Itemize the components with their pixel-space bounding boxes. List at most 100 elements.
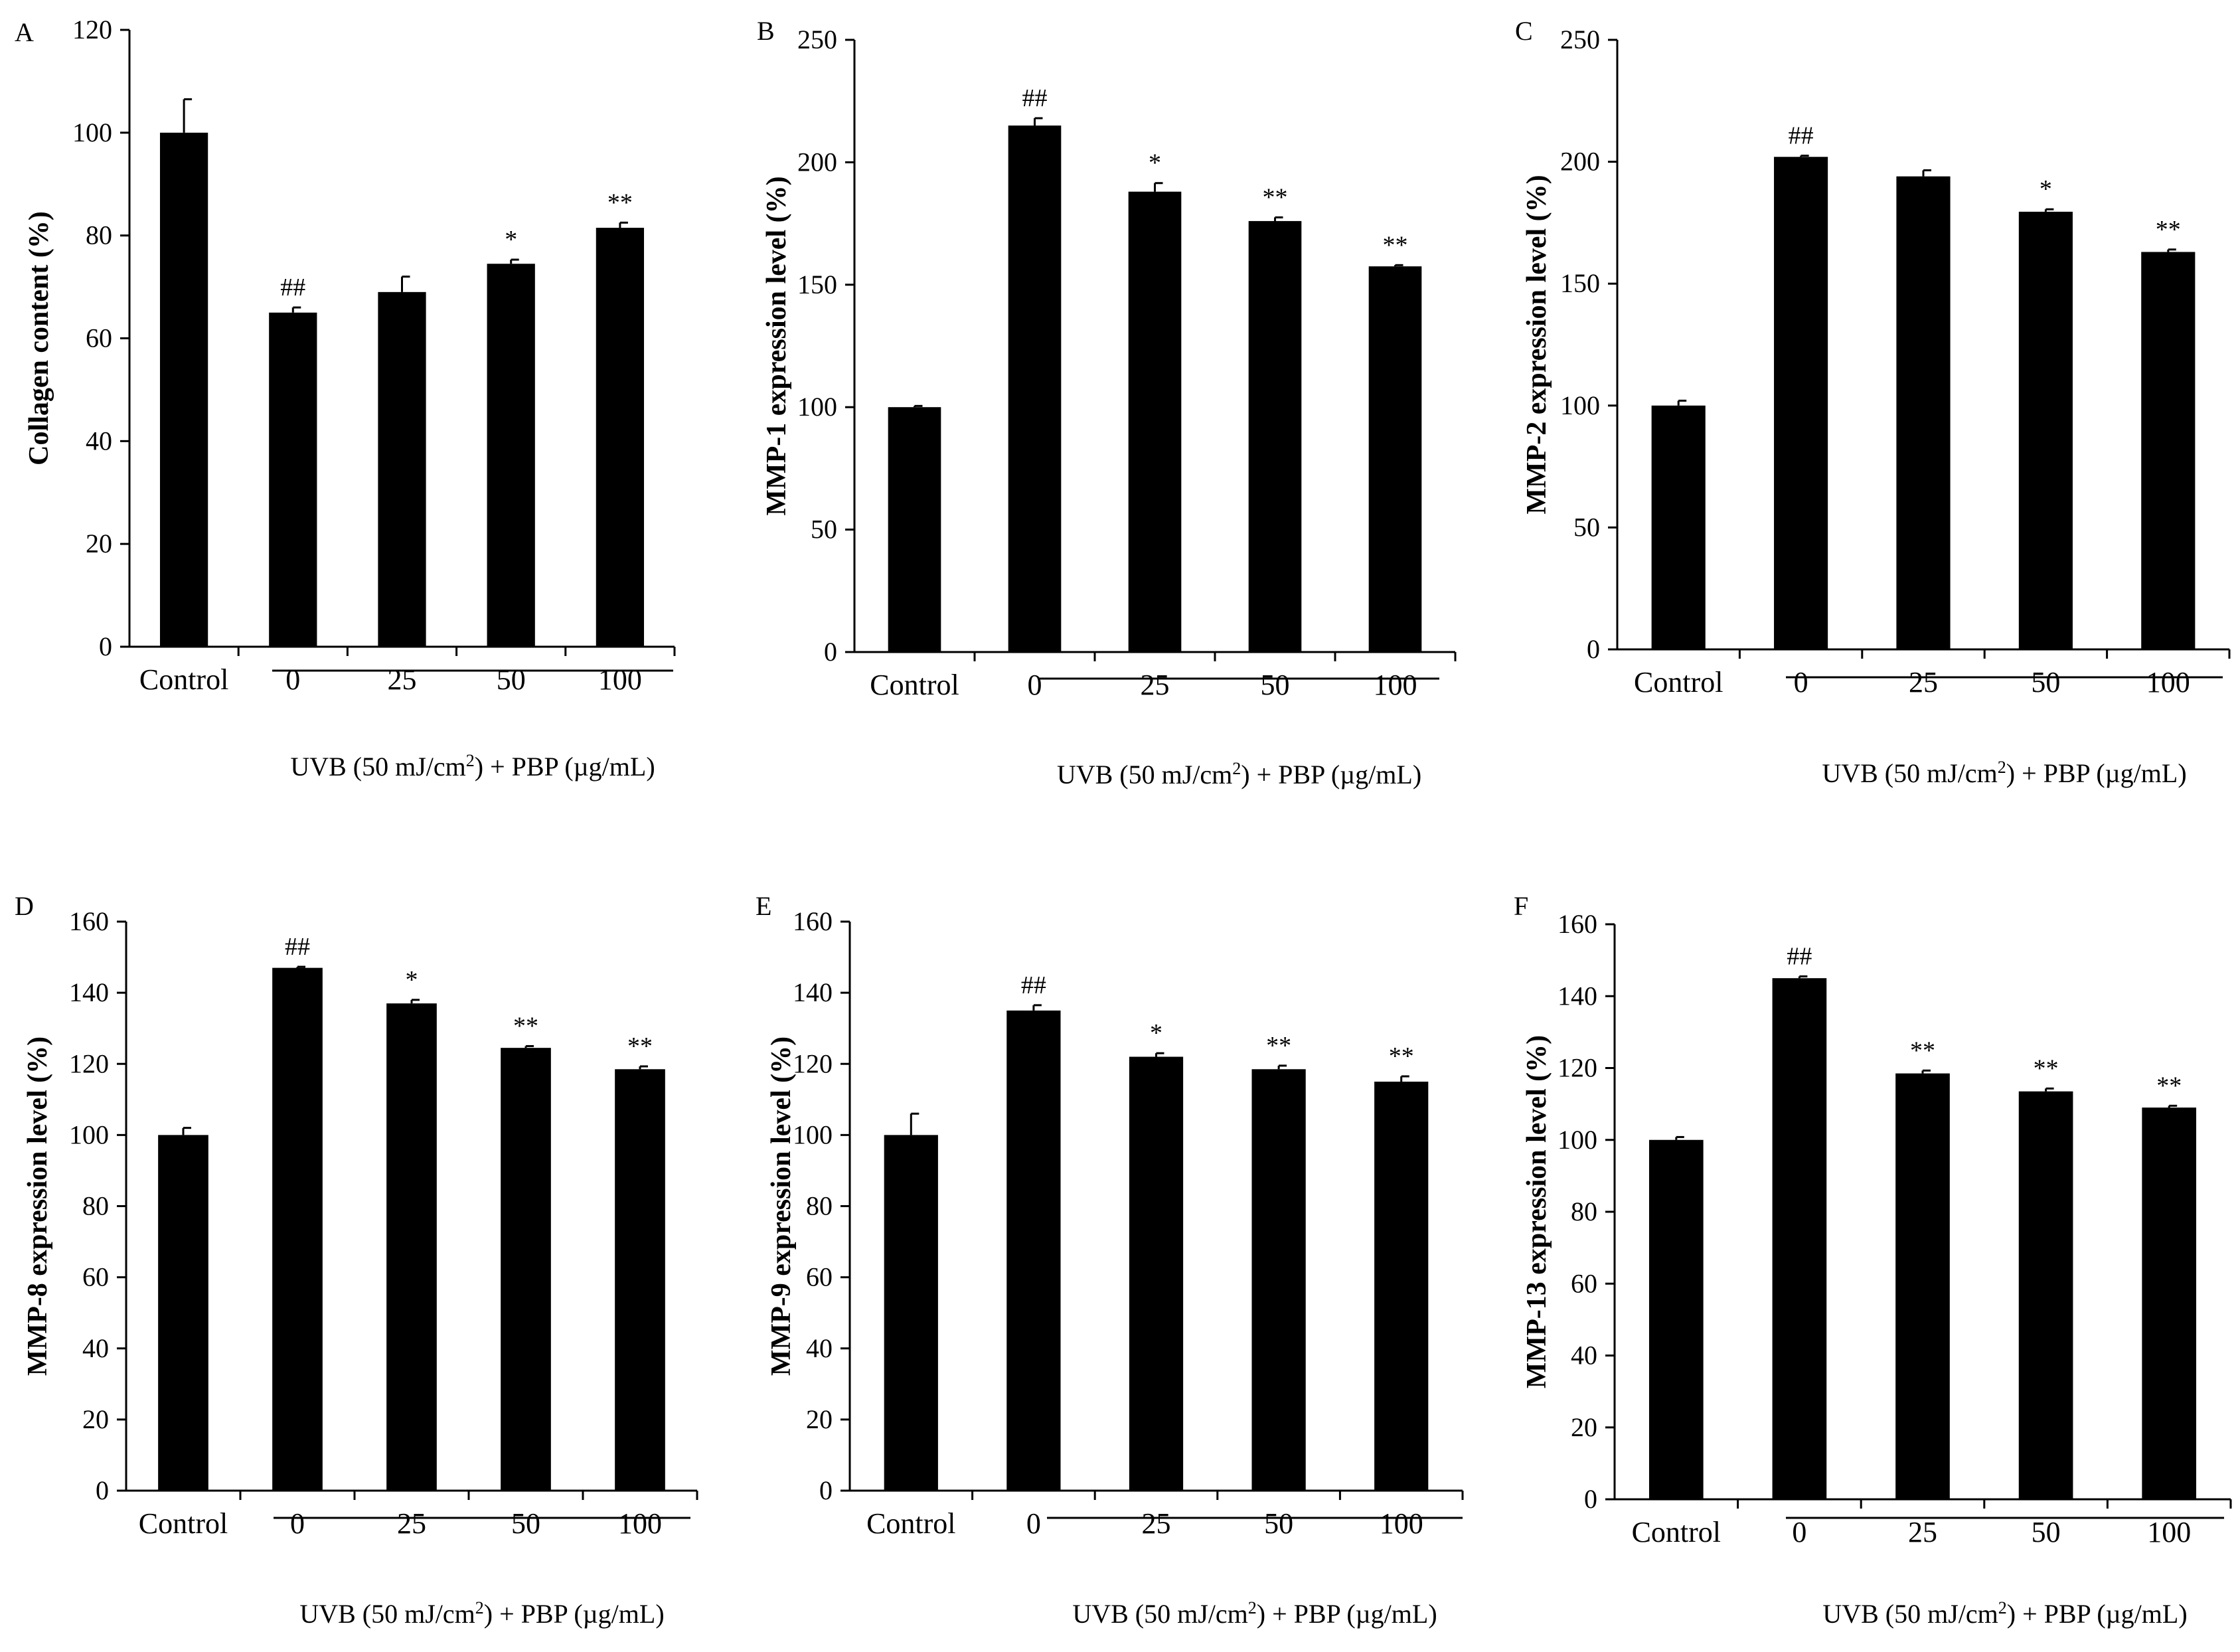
chart-panel-f: F 0 20 40 60 80 100 120 140 160 MMP-13 expression … xyxy=(1514,891,2232,1629)
category-label: 100 xyxy=(1380,1507,1423,1540)
bar-50 xyxy=(501,1048,551,1491)
bar-100 xyxy=(596,228,645,647)
group-label: UVB (50 mJ/cm2) + PBP (µg/mL) xyxy=(290,751,655,782)
category-label: 50 xyxy=(1264,1507,1293,1540)
significance-mark: ** xyxy=(2034,1054,2059,1082)
significance-mark: ** xyxy=(2156,1072,2182,1100)
y-tick-label: 140 xyxy=(69,977,109,1007)
y-tick-label: 20 xyxy=(806,1404,833,1434)
y-tick-label: 60 xyxy=(1571,1268,1597,1298)
significance-mark: ** xyxy=(2156,216,2181,244)
panel-letter: E xyxy=(756,891,771,921)
category-label: 25 xyxy=(1142,1507,1171,1540)
y-tick-label: 160 xyxy=(69,906,109,936)
y-tick-label: 160 xyxy=(793,906,833,936)
category-label: 50 xyxy=(497,663,526,696)
category-label: 50 xyxy=(511,1507,540,1540)
y-tick-label: 120 xyxy=(1558,1053,1597,1083)
significance-mark: ** xyxy=(1910,1036,1935,1064)
y-tick-label: 100 xyxy=(72,118,112,147)
category-label: Control xyxy=(870,669,959,701)
y-axis-title: MMP-2 expression level (%) xyxy=(1522,175,1552,514)
y-tick-label: 100 xyxy=(1558,1125,1597,1155)
bar-0 xyxy=(1006,1010,1061,1491)
y-tick-label: 0 xyxy=(99,631,112,661)
significance-mark: ## xyxy=(1787,942,1812,970)
y-tick-label: 100 xyxy=(69,1119,109,1149)
y-tick-label: 20 xyxy=(1571,1412,1597,1442)
chart-panel-a: A 0 20 40 60 80 100 120 Collagen content (%) Cont… xyxy=(15,15,676,782)
y-tick-label: 0 xyxy=(824,637,837,667)
category-label: Control xyxy=(1632,1516,1721,1548)
y-tick-label: 40 xyxy=(82,1333,109,1363)
significance-mark: ** xyxy=(1389,1042,1414,1070)
significance-mark: ** xyxy=(513,1012,538,1040)
category-label: 0 xyxy=(1794,666,1808,699)
y-axis-title: MMP-8 expression level (%) xyxy=(23,1036,53,1376)
significance-mark: * xyxy=(505,226,517,254)
bar-0 xyxy=(1772,978,1827,1499)
significance-mark: ** xyxy=(1266,1032,1291,1060)
bar-25 xyxy=(378,291,426,647)
y-tick-label: 60 xyxy=(86,323,112,353)
group-label: UVB (50 mJ/cm2) + PBP (µg/mL) xyxy=(1072,1598,1437,1629)
bar-0 xyxy=(272,967,323,1491)
significance-mark: * xyxy=(2040,175,2052,203)
bar-control xyxy=(159,132,208,647)
bar-50 xyxy=(2018,1091,2073,1499)
bar-50 xyxy=(1248,220,1302,652)
y-tick-label: 200 xyxy=(1560,147,1600,177)
y-axis-title: MMP-9 expression level (%) xyxy=(766,1036,797,1376)
y-tick-label: 40 xyxy=(86,426,112,455)
y-tick-label: 80 xyxy=(806,1191,833,1221)
y-tick-label: 80 xyxy=(86,220,112,250)
y-tick-label: 0 xyxy=(96,1475,109,1505)
category-label: 0 xyxy=(285,663,300,696)
group-label: UVB (50 mJ/cm2) + PBP (µg/mL) xyxy=(1822,758,2186,789)
significance-mark: * xyxy=(1150,1019,1162,1047)
y-tick-label: 120 xyxy=(72,15,112,44)
bar-100 xyxy=(2141,252,2196,649)
y-tick-label: 150 xyxy=(797,270,837,299)
category-label: Control xyxy=(139,1507,228,1540)
y-tick-label: 100 xyxy=(1560,390,1600,420)
bar-25 xyxy=(386,1003,437,1491)
category-label: 100 xyxy=(2147,1516,2191,1548)
category-label: 25 xyxy=(1141,669,1170,701)
y-tick-label: 140 xyxy=(1558,981,1597,1011)
y-tick-label: 0 xyxy=(1587,634,1600,664)
y-tick-label: 100 xyxy=(793,1119,833,1149)
bar-50 xyxy=(2018,211,2073,650)
y-tick-label: 40 xyxy=(1571,1341,1597,1370)
significance-mark: ** xyxy=(627,1032,653,1060)
y-axis-title: MMP-1 expression level (%) xyxy=(761,176,792,515)
y-tick-label: 40 xyxy=(806,1333,833,1363)
category-label: 100 xyxy=(598,663,642,696)
category-label: Control xyxy=(866,1507,955,1540)
y-tick-label: 140 xyxy=(793,977,833,1007)
bar-25 xyxy=(1895,1073,1950,1499)
y-tick-label: 0 xyxy=(1584,1484,1597,1514)
category-label: 25 xyxy=(1909,666,1938,699)
bar-control xyxy=(888,407,941,652)
group-label: UVB (50 mJ/cm2) + PBP (µg/mL) xyxy=(299,1598,664,1629)
category-label: 100 xyxy=(2146,666,2190,699)
y-tick-label: 0 xyxy=(819,1475,833,1505)
bar-25 xyxy=(1129,1056,1184,1491)
category-label: 50 xyxy=(2032,1516,2061,1548)
bar-control xyxy=(884,1135,938,1491)
y-axis-title: Collagen content (%) xyxy=(24,211,54,465)
bar-control xyxy=(1648,1139,1704,1499)
panel-letter: C xyxy=(1515,16,1533,46)
bar-50 xyxy=(487,264,535,647)
y-tick-label: 250 xyxy=(797,25,837,54)
chart-panel-e: E 0 20 40 60 80 100 120 140 160 MMP-9 expression l… xyxy=(756,891,1464,1629)
significance-mark: * xyxy=(1149,149,1161,177)
significance-mark: ## xyxy=(1789,122,1814,149)
bar-100 xyxy=(615,1069,665,1491)
bar-0 xyxy=(269,312,317,647)
significance-mark: ** xyxy=(1383,231,1408,259)
